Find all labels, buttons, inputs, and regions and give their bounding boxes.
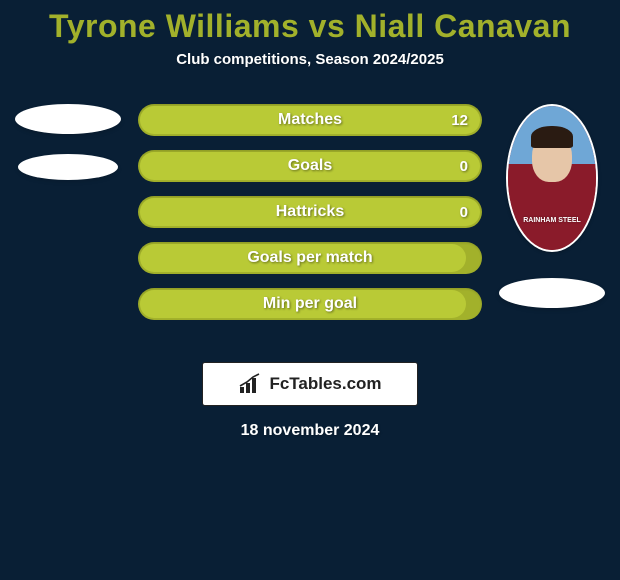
subtitle: Club competitions, Season 2024/2025 (0, 51, 620, 68)
stat-label: Goals per match (247, 249, 372, 267)
stat-bars: Matches 12 Goals 0 Hattricks 0 Goals per match… (138, 104, 482, 320)
stat-value-right: 0 (460, 158, 468, 175)
avatar-hair (531, 126, 573, 148)
stat-label: Goals (288, 157, 332, 175)
player1-badge-placeholder (18, 154, 118, 180)
title-player1: Tyrone Williams (49, 8, 299, 44)
stat-row: Matches 12 (138, 104, 482, 136)
bars-icon (238, 373, 262, 395)
title-player2: Niall Canavan (355, 8, 571, 44)
stat-label: Min per goal (263, 295, 357, 313)
compare-area: Matches 12 Goals 0 Hattricks 0 Goals per match… (0, 104, 620, 344)
date-line: 18 november 2024 (0, 422, 620, 440)
avatar-sponsor-text: RAINHAM STEEL (523, 217, 581, 224)
stat-value-right: 0 (460, 204, 468, 221)
title: Tyrone Williams vs Niall Canavan (0, 0, 620, 45)
comparison-card: Tyrone Williams vs Niall Canavan Club co… (0, 0, 620, 580)
stat-row: Goals per match (138, 242, 482, 274)
right-player-col: RAINHAM STEEL (492, 104, 612, 308)
stat-row: Min per goal (138, 288, 482, 320)
stat-label: Matches (278, 111, 342, 129)
stat-label: Hattricks (276, 203, 344, 221)
stat-row: Goals 0 (138, 150, 482, 182)
player2-avatar: RAINHAM STEEL (506, 104, 598, 252)
stat-value-right: 12 (451, 112, 468, 129)
left-player-col (8, 104, 128, 180)
title-vs: vs (309, 8, 346, 44)
player2-badge-placeholder (499, 278, 605, 308)
brand-box[interactable]: FcTables.com (202, 362, 418, 406)
player1-avatar-placeholder (15, 104, 121, 134)
brand-text: FcTables.com (269, 374, 381, 394)
stat-row: Hattricks 0 (138, 196, 482, 228)
